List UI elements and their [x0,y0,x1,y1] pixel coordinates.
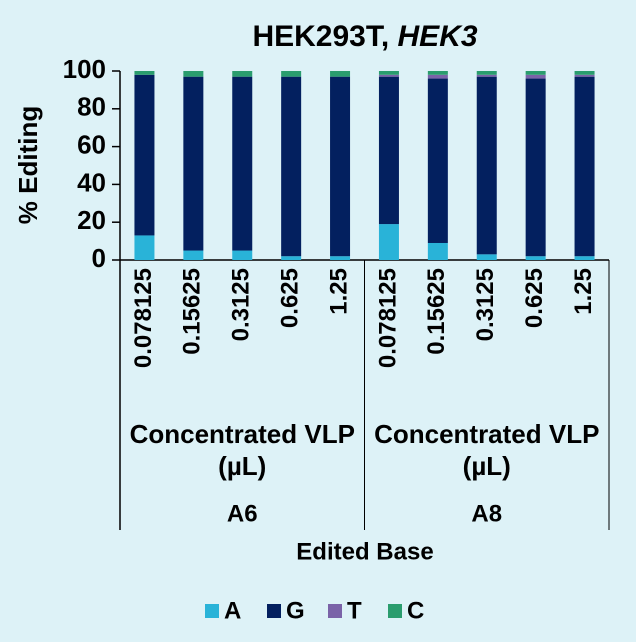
bar-segment [525,256,546,260]
group-name: A8 [471,500,502,527]
bar-segment [574,256,595,260]
chart-title: HEK293T, HEK3 [252,20,477,53]
x-tick-label: 0.15625 [179,268,206,355]
y-tick-label: 0 [92,243,106,273]
y-tick-label: 40 [77,167,106,197]
x-tick-label: 1.25 [570,268,597,315]
bar-segment [476,76,497,255]
legend-swatch [205,604,219,618]
x-tick-label: 0.078125 [130,268,157,368]
x-axis-label: Edited Base [296,538,433,565]
y-tick-label: 60 [77,129,106,159]
legend-swatch [388,604,402,618]
bar-segment [476,74,497,77]
bar-segment [378,76,399,225]
x-tick-label: 0.3125 [228,268,255,341]
bar-segment [476,254,497,260]
group-label: Concentrated VLP (µL) [129,419,355,481]
y-tick-label: 80 [77,92,106,122]
bar-segment [183,76,204,251]
bar-segment [525,78,546,257]
bar-segment [330,76,351,257]
y-axis-label: % Editing [13,106,43,224]
legend-label: T [347,597,362,624]
group-label: Concentrated VLP (µL) [374,419,600,481]
bar-segment [525,71,546,75]
bar-segment [134,235,155,260]
bar-segment [378,74,399,77]
legend-label: C [407,597,424,624]
bar-segment [427,74,448,79]
y-tick-label: 100 [63,54,106,84]
bar-segment [525,74,546,79]
x-tick-label: 0.625 [276,268,303,328]
bar-segment [476,71,497,75]
legend-swatch [328,604,342,618]
bar-segment [574,74,595,77]
x-tick-label: 0.3125 [472,268,499,341]
bar-segment [427,242,448,260]
bar-segment [330,71,351,77]
bar-segment [183,71,204,77]
bar-segment [427,71,448,75]
bar-segment [281,71,302,77]
x-tick-label: 0.15625 [423,268,450,355]
bar-segment [134,71,155,75]
bar-segment [378,71,399,75]
bar-segment [574,76,595,257]
legend-label: A [224,597,241,624]
bar-segment [183,250,204,260]
bar-segment [378,224,399,260]
bar-segment [281,256,302,260]
x-tick-label: 0.625 [521,268,548,328]
title-main: HEK293T, [252,20,389,53]
title-italic: HEK3 [398,20,478,53]
bar-segment [281,76,302,257]
bar-segment [574,71,595,75]
bar-segment [330,256,351,260]
legend-swatch [267,604,281,618]
legend-label: G [286,597,305,624]
bar-segment [134,74,155,236]
y-tick-label: 20 [77,205,106,235]
group-name: A6 [227,500,258,527]
x-tick-label: 1.25 [325,268,352,315]
x-tick-label: 0.078125 [374,268,401,368]
bar-segment [232,71,253,77]
bar-segment [427,78,448,243]
bar-segment [232,76,253,251]
bar-segment [232,250,253,260]
